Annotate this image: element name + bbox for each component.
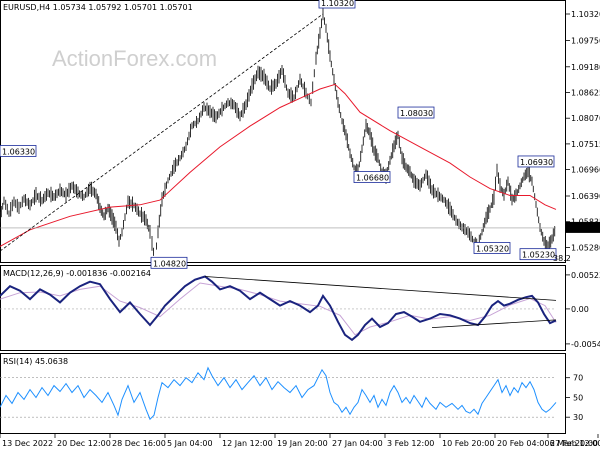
price-y-tick-label: 1.10320 <box>571 10 600 19</box>
rsi-line <box>0 366 557 421</box>
price-annotation-label: 1.06930 <box>520 158 553 167</box>
macd-y-tick-label: 0.005236 <box>571 271 600 280</box>
price-annotation-box <box>150 256 188 269</box>
x-axis-tick-label: 27 Jan 04:00 <box>332 439 383 448</box>
macd-y-tick-label: 0.00 <box>571 305 589 314</box>
x-axis-tick-label: 20 Feb 04:00 <box>497 439 549 448</box>
watermark: ActionForex.com <box>52 46 217 71</box>
fib-level-label: 38.2 <box>553 254 571 263</box>
price-y-tick-label: 1.09750 <box>571 36 600 45</box>
price-y-tick-label: 1.07515 <box>571 140 600 149</box>
x-axis-tick-label: 10 Feb 20:00 <box>442 439 494 448</box>
price-y-tick-label: 1.05280 <box>571 243 600 252</box>
price-header: EURUSD,H4 1.05734 1.05792 1.05701 1.0570… <box>3 3 193 12</box>
axis-group: 13 Dec 2022 20 Dec 12:00 28 Dec 16:00 5 Jan… <box>0 434 600 448</box>
x-axis-tick-label: 5 Jan 04:00 <box>167 439 213 448</box>
current-price-box <box>566 221 600 233</box>
rsi-header: RSI(14) 45.0638 <box>3 357 68 366</box>
price-annotation-box <box>519 248 557 261</box>
price-annotation-box <box>473 242 511 254</box>
rsi-y-tick-label: 50 <box>573 394 583 403</box>
price-series-group: 1.10320 1.06330 1.04820 1.06680 1.08030 1.053… <box>0 0 600 269</box>
macd-series-group: 0.005236 0.00 -0.005416 <box>0 271 600 349</box>
rsi-y-tick-label: 30 <box>573 413 583 422</box>
macd-trendline <box>204 276 557 301</box>
price-annotation-label: 1.05230 <box>522 251 555 260</box>
price-y-tick-label: 1.06960 <box>571 166 600 175</box>
macd-line <box>0 275 557 342</box>
rsi-panel-frame <box>0 353 566 434</box>
price-annotation-label: 1.10320 <box>321 0 354 8</box>
rsi-y-tick-label: 70 <box>573 374 583 383</box>
price-annotation-label: 1.04820 <box>153 259 186 268</box>
price-annotation-box <box>397 106 435 119</box>
current-price-label: 1.05701 <box>568 224 600 233</box>
rsi-series-group: 70 50 30 <box>0 366 583 422</box>
price-y-tick-label: 1.06390 <box>571 192 600 201</box>
price-annotation-label: 1.05320 <box>476 245 509 254</box>
price-annotation-box <box>318 0 356 9</box>
macd-header: MACD(12,26,9) -0.001836 -0.002164 <box>3 269 151 278</box>
price-y-tick-label: 1.09180 <box>571 63 600 72</box>
price-annotation-label: 1.06680 <box>356 174 389 183</box>
x-axis-tick-label: 19 Jan 20:00 <box>277 439 328 448</box>
macd-trendline <box>431 319 557 328</box>
x-axis-tick-label: 27 Feb 12:00 <box>550 439 600 448</box>
macd-signal-line <box>0 282 557 336</box>
price-annotation-label: 1.06330 <box>2 147 35 156</box>
x-axis-tick-label: 6 Mar 20:00 <box>550 439 598 448</box>
x-axis-tick-label: 20 Dec 12:00 <box>57 439 111 448</box>
price-annotation-box <box>353 171 391 183</box>
price-annotation-box <box>517 155 555 168</box>
x-axis-tick-label: 28 Dec 16:00 <box>112 439 166 448</box>
macd-y-tick-label: -0.005416 <box>571 340 600 349</box>
price-annotation-box <box>0 145 37 157</box>
macd-panel-frame <box>0 265 566 351</box>
price-y-tick-label: 1.08070 <box>571 114 600 123</box>
x-axis-tick-label: 3 Feb 12:00 <box>387 439 434 448</box>
price-y-tick-label: 1.08625 <box>571 89 600 98</box>
moving-average-line <box>0 83 557 247</box>
price-annotation-label: 1.08030 <box>400 109 433 118</box>
trendline-dashed <box>0 13 324 252</box>
price-panel-frame <box>0 0 566 263</box>
x-axis-tick-label: 13 Dec 2022 <box>2 439 53 448</box>
x-axis-tick-label: 12 Jan 12:00 <box>222 439 273 448</box>
